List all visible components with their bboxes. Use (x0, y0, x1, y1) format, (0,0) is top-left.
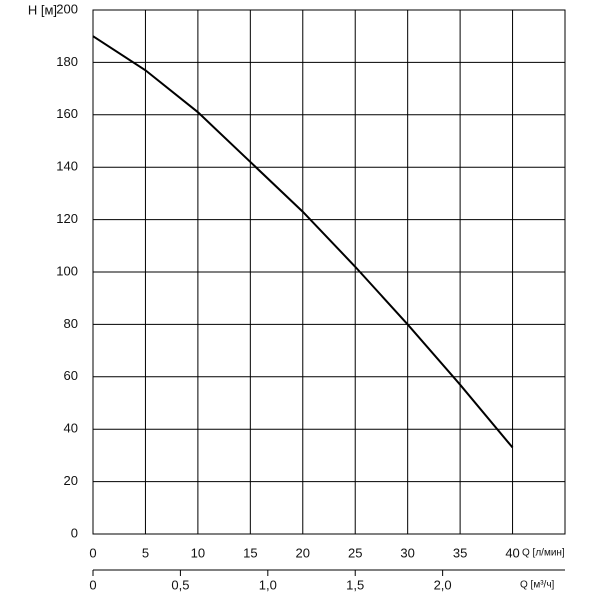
x-tick-label: 15 (243, 545, 257, 560)
x2-tick-label: 1,0 (259, 577, 277, 592)
y-tick-label: 60 (64, 368, 78, 383)
x2-tick-label: 1,5 (346, 577, 364, 592)
x2-tick-label: 0 (89, 577, 96, 592)
y-tick-label: 40 (64, 421, 78, 436)
x-tick-label: 5 (142, 545, 149, 560)
y-tick-label: 180 (56, 54, 78, 69)
y-tick-label: 80 (64, 316, 78, 331)
x2-axis-label: Q [м³/ч] (520, 580, 555, 591)
y-axis-label: H [м] (28, 2, 57, 17)
y-tick-label: 120 (56, 211, 78, 226)
x2-tick-label: 0,5 (171, 577, 189, 592)
y-tick-label: 160 (56, 106, 78, 121)
x-tick-label: 20 (296, 545, 310, 560)
y-tick-label: 100 (56, 263, 78, 278)
x-tick-label: 10 (191, 545, 205, 560)
x-tick-label: 30 (400, 545, 414, 560)
y-tick-label: 20 (64, 473, 78, 488)
y-tick-label: 200 (56, 1, 78, 16)
x-axis-label: Q [л/мин] (522, 548, 565, 559)
x-tick-label: 35 (453, 545, 467, 560)
y-tick-label: 0 (71, 525, 78, 540)
x-tick-label: 0 (89, 545, 96, 560)
y-tick-label: 140 (56, 159, 78, 174)
x2-tick-label: 2,0 (434, 577, 452, 592)
curve (92, 35, 514, 449)
x-tick-label: 25 (348, 545, 362, 560)
x-tick-label: 40 (505, 545, 519, 560)
